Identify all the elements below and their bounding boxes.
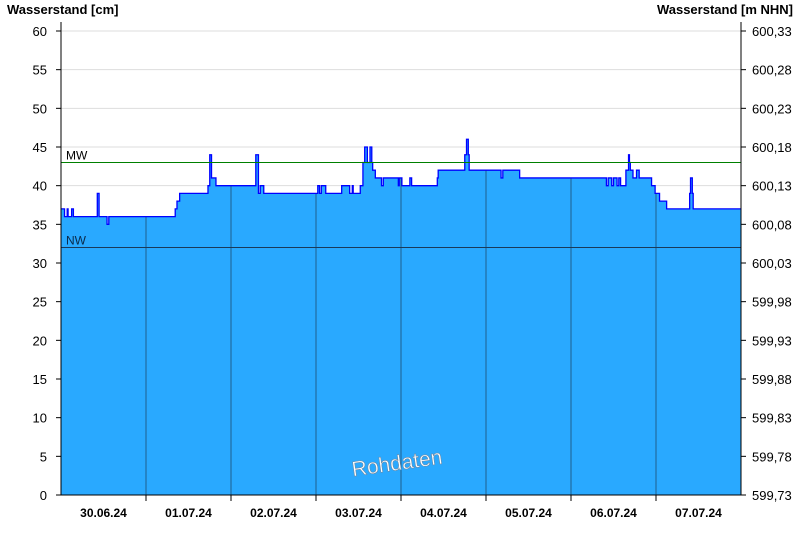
x-tick-label: 02.07.24	[250, 506, 297, 520]
right-tick-label: 600,03	[752, 256, 792, 271]
right-tick-label: 600,28	[752, 63, 792, 78]
left-tick-label: 40	[33, 179, 47, 194]
left-tick-label: 35	[33, 217, 47, 232]
right-tick-label: 599,88	[752, 372, 792, 387]
x-tick-label: 06.07.24	[590, 506, 637, 520]
x-tick-label: 03.07.24	[335, 506, 382, 520]
right-tick-label: 599,73	[752, 488, 792, 503]
reference-label-nw: NW	[66, 234, 87, 248]
right-tick-label: 600,08	[752, 217, 792, 232]
left-tick-label: 15	[33, 372, 47, 387]
left-tick-label: 5	[40, 449, 47, 464]
x-tick-label: 01.07.24	[165, 506, 212, 520]
right-tick-label: 600,33	[752, 24, 792, 39]
left-tick-label: 45	[33, 140, 47, 155]
left-tick-label: 25	[33, 295, 47, 310]
data-area	[61, 138, 741, 495]
x-tick-label: 07.07.24	[675, 506, 722, 520]
left-tick-label: 55	[33, 63, 47, 78]
right-tick-label: 599,83	[752, 411, 792, 426]
x-tick-label: 04.07.24	[420, 506, 467, 520]
left-tick-label: 0	[40, 488, 47, 503]
left-tick-label: 60	[33, 24, 47, 39]
right-axis-label: Wasserstand [m NHN]	[657, 2, 793, 17]
reference-lines: MW NW	[61, 148, 741, 249]
x-tick-label: 30.06.24	[80, 506, 127, 520]
right-tick-label: 600,23	[752, 101, 792, 116]
right-tick-label: 600,13	[752, 179, 792, 194]
right-tick-label: 599,78	[752, 449, 792, 464]
left-axis-label: Wasserstand [cm]	[7, 2, 119, 17]
left-tick-label: 50	[33, 101, 47, 116]
left-tick-label: 30	[33, 256, 47, 271]
right-tick-label: 599,98	[752, 295, 792, 310]
reference-label-mw: MW	[66, 148, 88, 162]
right-tick-label: 599,93	[752, 333, 792, 348]
right-tick-label: 600,18	[752, 140, 792, 155]
x-tick-label: 05.07.24	[505, 506, 552, 520]
left-tick-label: 10	[33, 411, 47, 426]
left-tick-label: 20	[33, 333, 47, 348]
axes: 0 599,73 5 599,78 10 599,83 15 599,88 20 599,93 25…	[33, 22, 792, 520]
